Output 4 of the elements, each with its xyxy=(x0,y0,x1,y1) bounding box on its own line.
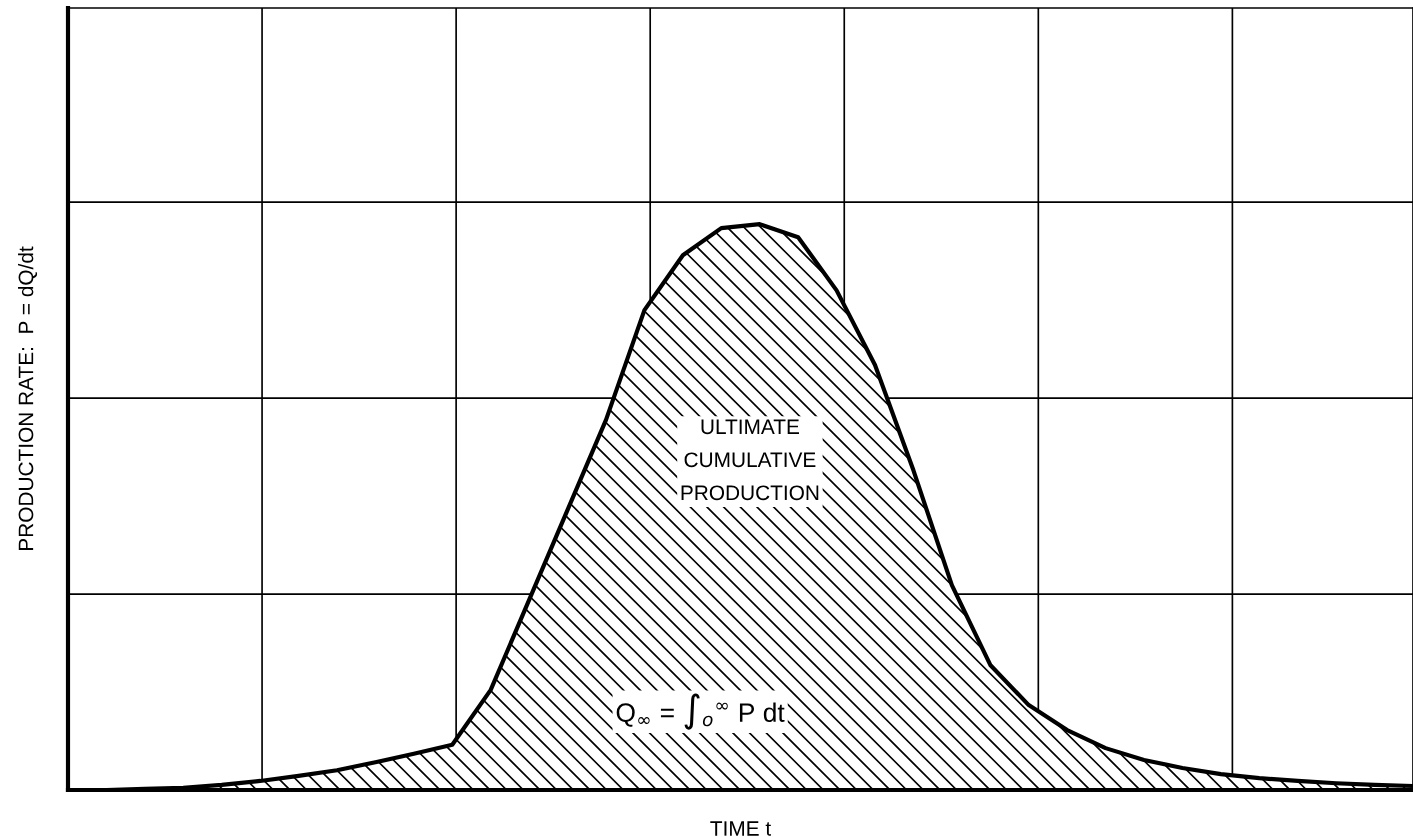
x-axis-title: TIME t xyxy=(710,821,772,836)
annotation: ULTIMATE CUMULATIVE PRODUCTION xyxy=(681,419,819,501)
y-axis-title: PRODUCTION RATE: P = dQ/dt xyxy=(18,246,38,551)
annotation: Q$_{∞}$ = ∫$_{o}$$^{∞}$ P dt xyxy=(616,693,785,730)
